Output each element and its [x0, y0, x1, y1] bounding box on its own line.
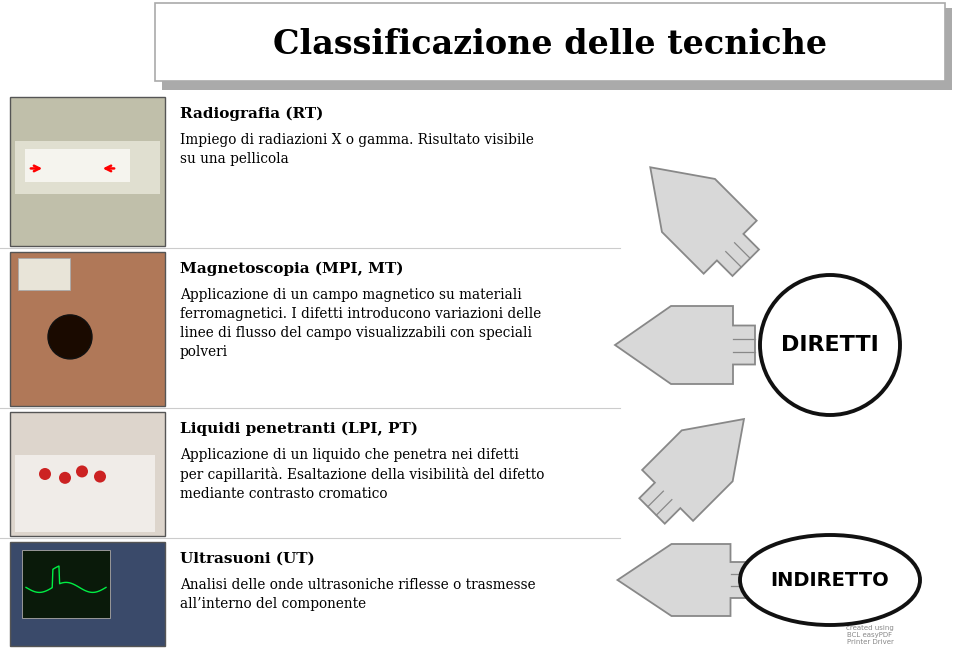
- Circle shape: [76, 465, 88, 477]
- Text: Liquidi penetranti (LPI, PT): Liquidi penetranti (LPI, PT): [180, 422, 418, 436]
- Bar: [10, 97, 165, 246]
- Text: Impiego di radiazioni X o gamma. Risultato visibile
su una pellicola: Impiego di radiazioni X o gamma. Risulta…: [180, 133, 534, 166]
- Ellipse shape: [740, 535, 920, 625]
- Circle shape: [48, 315, 92, 359]
- Bar: [10, 542, 165, 646]
- Text: INDIRETTO: INDIRETTO: [771, 570, 889, 589]
- Circle shape: [760, 275, 900, 415]
- Text: Analisi delle onde ultrasoniche riflesse o trasmesse
all’interno del componente: Analisi delle onde ultrasoniche riflesse…: [180, 578, 536, 611]
- Circle shape: [59, 472, 71, 484]
- Text: Applicazione di un campo magnetico su materiali
ferromagnetici. I difetti introd: Applicazione di un campo magnetico su ma…: [180, 288, 541, 359]
- Circle shape: [39, 468, 51, 480]
- Polygon shape: [618, 544, 753, 616]
- Text: DIRETTI: DIRETTI: [782, 335, 878, 355]
- Polygon shape: [650, 167, 759, 276]
- Text: Magnetoscopia (MPI, MT): Magnetoscopia (MPI, MT): [180, 262, 404, 276]
- Text: created using
BCL easyPDF
Printer Driver: created using BCL easyPDF Printer Driver: [846, 625, 894, 645]
- Circle shape: [94, 471, 106, 483]
- Text: Classificazione delle tecniche: Classificazione delle tecniche: [273, 29, 827, 62]
- Bar: [15, 141, 160, 194]
- Polygon shape: [615, 306, 755, 384]
- Text: Applicazione di un liquido che penetra nei difetti
per capillarità. Esaltazione : Applicazione di un liquido che penetra n…: [180, 448, 545, 501]
- Polygon shape: [640, 419, 744, 524]
- Bar: [155, 3, 945, 81]
- Text: Radiografia (RT): Radiografia (RT): [180, 107, 323, 121]
- Bar: [162, 8, 952, 90]
- Text: Ultrasuoni (UT): Ultrasuoni (UT): [180, 552, 315, 566]
- Bar: [10, 412, 165, 536]
- Bar: [15, 455, 155, 532]
- Bar: [10, 252, 165, 406]
- Bar: [18, 258, 70, 290]
- Bar: [25, 149, 130, 182]
- Bar: [22, 550, 110, 618]
